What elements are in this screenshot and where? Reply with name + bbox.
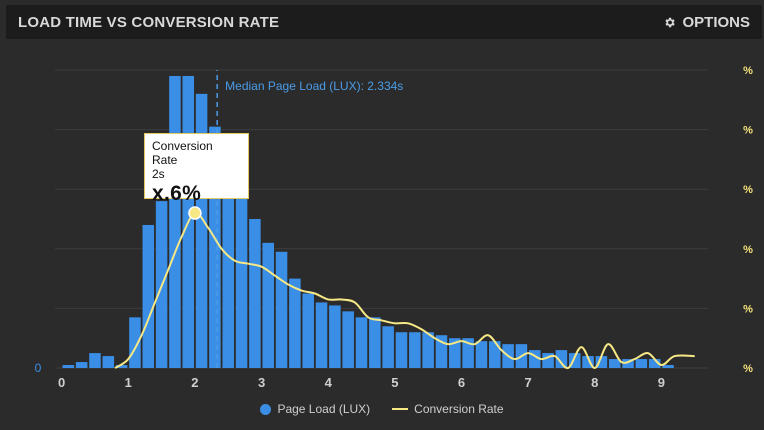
- histogram-bar: [648, 359, 661, 368]
- histogram-bar: [209, 126, 221, 369]
- x-axis-tick-label: 2: [191, 375, 198, 390]
- x-axis-tick-label: 7: [524, 375, 531, 390]
- histogram-bar: [489, 341, 501, 368]
- histogram-bar: [129, 317, 141, 368]
- histogram-bar: [555, 350, 568, 368]
- histogram-bar: [449, 338, 461, 368]
- histogram-bar: [102, 356, 115, 368]
- histogram-bar: [528, 350, 541, 368]
- histogram-bar: [262, 242, 274, 368]
- x-axis-tick-label: 0: [58, 375, 65, 390]
- options-button[interactable]: OPTIONS: [663, 14, 750, 31]
- tooltip-series-name: Conversion Rate: [152, 139, 213, 167]
- chart-legend: Page Load (LUX) Conversion Rate: [0, 402, 764, 416]
- chart-title: LOAD TIME VS CONVERSION RATE: [18, 13, 280, 31]
- histogram-bar: [395, 332, 408, 368]
- gear-icon: [665, 17, 676, 27]
- histogram-bar: [355, 317, 368, 368]
- histogram-bar: [662, 365, 674, 368]
- right-axis-tick-label: %: [743, 184, 753, 196]
- histogram-bar: [289, 278, 301, 368]
- legend-item-page-load[interactable]: Page Load (LUX): [260, 402, 370, 416]
- histogram-bar: [542, 353, 554, 368]
- right-axis-tick-label: %: [743, 244, 753, 256]
- legend-item-conversion-rate[interactable]: Conversion Rate: [392, 402, 504, 416]
- histogram-bar: [235, 192, 248, 368]
- histogram-bar: [75, 362, 88, 368]
- legend-label-page-load: Page Load (LUX): [277, 402, 371, 416]
- histogram-bar: [568, 353, 581, 368]
- histogram-bar: [315, 302, 328, 368]
- histogram-bar: [582, 356, 594, 368]
- histogram-bar: [462, 338, 474, 368]
- x-axis-tick-label: 9: [658, 375, 665, 390]
- legend-bar-marker-icon: [260, 403, 272, 415]
- histogram-bar: [169, 75, 181, 369]
- histogram-bar: [249, 219, 261, 368]
- histogram-bar: [422, 332, 434, 368]
- median-label: Median Page Load (LUX): 2.334s: [225, 79, 403, 93]
- x-axis-tick-label: 4: [325, 375, 333, 390]
- x-axis-tick-label: 6: [458, 375, 465, 390]
- histogram-bar: [142, 224, 155, 368]
- histogram-bar: [475, 341, 488, 368]
- right-axis-tick-label: %: [743, 65, 753, 77]
- histogram-bar: [302, 293, 314, 368]
- histogram-bar: [62, 365, 75, 368]
- histogram-bar: [222, 159, 235, 368]
- left-axis-tick-label: 0: [35, 361, 42, 375]
- tooltip-x-label: 2s: [152, 167, 165, 181]
- histogram-bar: [595, 356, 608, 368]
- histogram-bar: [89, 353, 101, 368]
- legend-line-marker-icon: [392, 408, 409, 410]
- x-axis-tick-label: 8: [591, 375, 598, 390]
- histogram-bar: [369, 317, 381, 368]
- histogram-bar: [195, 93, 208, 368]
- x-axis-tick-label: 5: [391, 375, 398, 390]
- right-axis-tick-label: %: [743, 303, 753, 315]
- x-axis-tick-label: 1: [125, 375, 132, 390]
- histogram-bar: [622, 359, 634, 368]
- legend-label-conversion-rate: Conversion Rate: [414, 402, 504, 416]
- highlighted-data-point: [188, 206, 202, 220]
- conversion-rate-line: [114, 212, 695, 370]
- histogram-bar: [382, 326, 394, 368]
- histogram-bar: [115, 365, 128, 368]
- histogram-bar: [275, 251, 288, 368]
- histogram-bar: [608, 359, 621, 368]
- histogram-bar: [435, 335, 448, 368]
- histogram-bar: [342, 311, 354, 368]
- histogram-bar: [329, 305, 341, 368]
- right-axis-tick-label: %: [743, 125, 753, 137]
- x-axis-tick-label: 3: [258, 375, 265, 390]
- right-axis-tick-label: %: [743, 363, 753, 375]
- chart-header: LOAD TIME VS CONVERSION RATE OPTIONS: [6, 5, 762, 39]
- histogram-bar: [635, 359, 648, 368]
- histogram-bar: [409, 332, 421, 368]
- options-label: OPTIONS: [682, 13, 750, 31]
- tooltip-value: x.6%: [152, 182, 202, 205]
- conversion-tooltip: Conversion Rate 2s x.6%: [144, 133, 249, 205]
